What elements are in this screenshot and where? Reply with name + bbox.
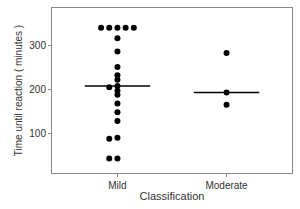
svg-text:300: 300 [29,40,46,51]
svg-text:Time until reaction ( minutes: Time until reaction ( minutes ) [13,25,24,156]
svg-text:200: 200 [29,84,46,95]
svg-text:100: 100 [29,128,46,139]
svg-text:Moderate: Moderate [205,180,248,191]
svg-text:Mild: Mild [108,180,126,191]
svg-text:Classification: Classification [140,190,205,202]
